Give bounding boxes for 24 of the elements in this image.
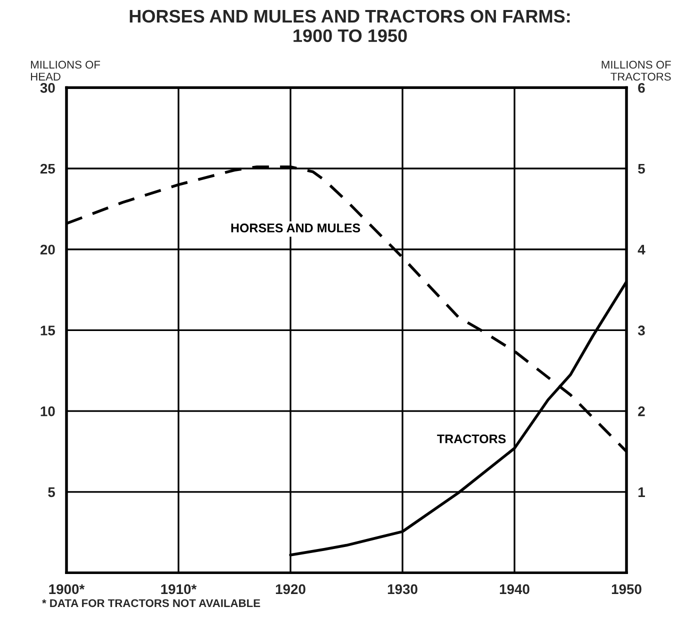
y-axis-title: MILLIONS OF HEAD [31,60,100,80]
series-label: TRACTORS [437,434,506,444]
x-tick-label: 1910* [161,584,197,594]
y-tick-label: 25 [40,164,56,174]
y-tick-label: 30 [40,82,55,93]
y2-tick-label: 4 [638,244,646,254]
y2-tick-label: 2 [638,406,645,416]
x-tick-label: 1920 [276,584,306,594]
text: * DATA FOR TRACTORS NOT AVAILABLE [42,599,260,608]
y-tick-label: 10 [40,406,55,416]
y2-tick-label: 6 [638,82,645,93]
x-tick-label: 1930 [388,584,418,594]
chart-title: HORSES AND MULES AND TRACTORS ON FARMS: 1900 TO 1950 [130,10,570,42]
x-tick-label: 1950 [612,584,642,594]
x-tick-label: 1940 [500,584,530,594]
y-tick-label: 5 [48,487,56,498]
x-tick-label: 1900* [49,584,85,594]
y2-axis-title: MILLIONS OF TRACTORS [602,60,671,81]
y2-tick-label: 5 [638,164,645,174]
y2-tick-label: 3 [638,326,645,336]
y-tick-label: 20 [40,244,55,255]
y2-tick-label: 1 [638,487,645,497]
y-tick-label: 15 [40,326,56,336]
series-label: HORSES AND MULES [231,224,360,232]
